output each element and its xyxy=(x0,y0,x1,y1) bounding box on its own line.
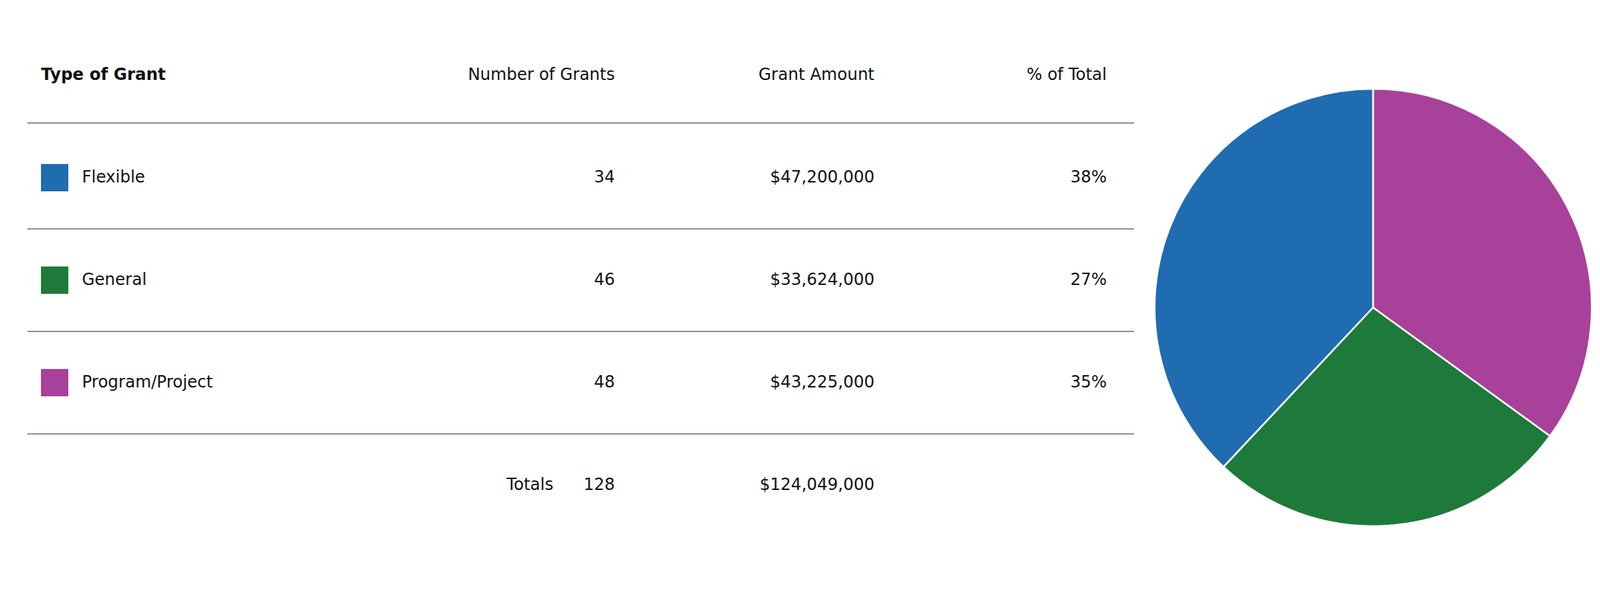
totals-label: Totals xyxy=(505,474,554,494)
total-cell: 128 xyxy=(583,474,615,494)
cell: 38% xyxy=(1070,167,1107,187)
row-label: Program/Project xyxy=(81,372,213,392)
cell: 34 xyxy=(593,167,615,187)
column-header: % of Total xyxy=(1026,64,1107,85)
table xyxy=(40,163,69,397)
cell: $47,200,000 xyxy=(769,167,875,187)
rule xyxy=(27,433,1135,434)
cell: $43,225,000 xyxy=(769,372,875,392)
cell: 46 xyxy=(593,269,615,289)
rule xyxy=(27,228,1135,229)
rule xyxy=(27,122,1135,123)
rule xyxy=(27,330,1135,332)
column-header: Number of Grants xyxy=(467,64,615,85)
pie xyxy=(1154,88,1592,527)
cell: 35% xyxy=(1070,372,1107,392)
swatch xyxy=(40,163,69,192)
swatch xyxy=(40,266,69,294)
total-cell: $124,049,000 xyxy=(759,474,875,494)
cell: 48 xyxy=(593,372,615,392)
swatch xyxy=(40,368,69,397)
cell: 27% xyxy=(1070,269,1107,289)
pie-slice xyxy=(1373,88,1592,436)
column-header: Type of Grant xyxy=(40,64,167,85)
chart: Type of Grant Number of Grants Grant Amoun… xyxy=(0,0,1600,615)
cell: $33,624,000 xyxy=(769,269,875,289)
row-label: General xyxy=(81,269,147,289)
row-label: Flexible xyxy=(81,167,145,187)
column-header: Grant Amount xyxy=(758,64,875,85)
